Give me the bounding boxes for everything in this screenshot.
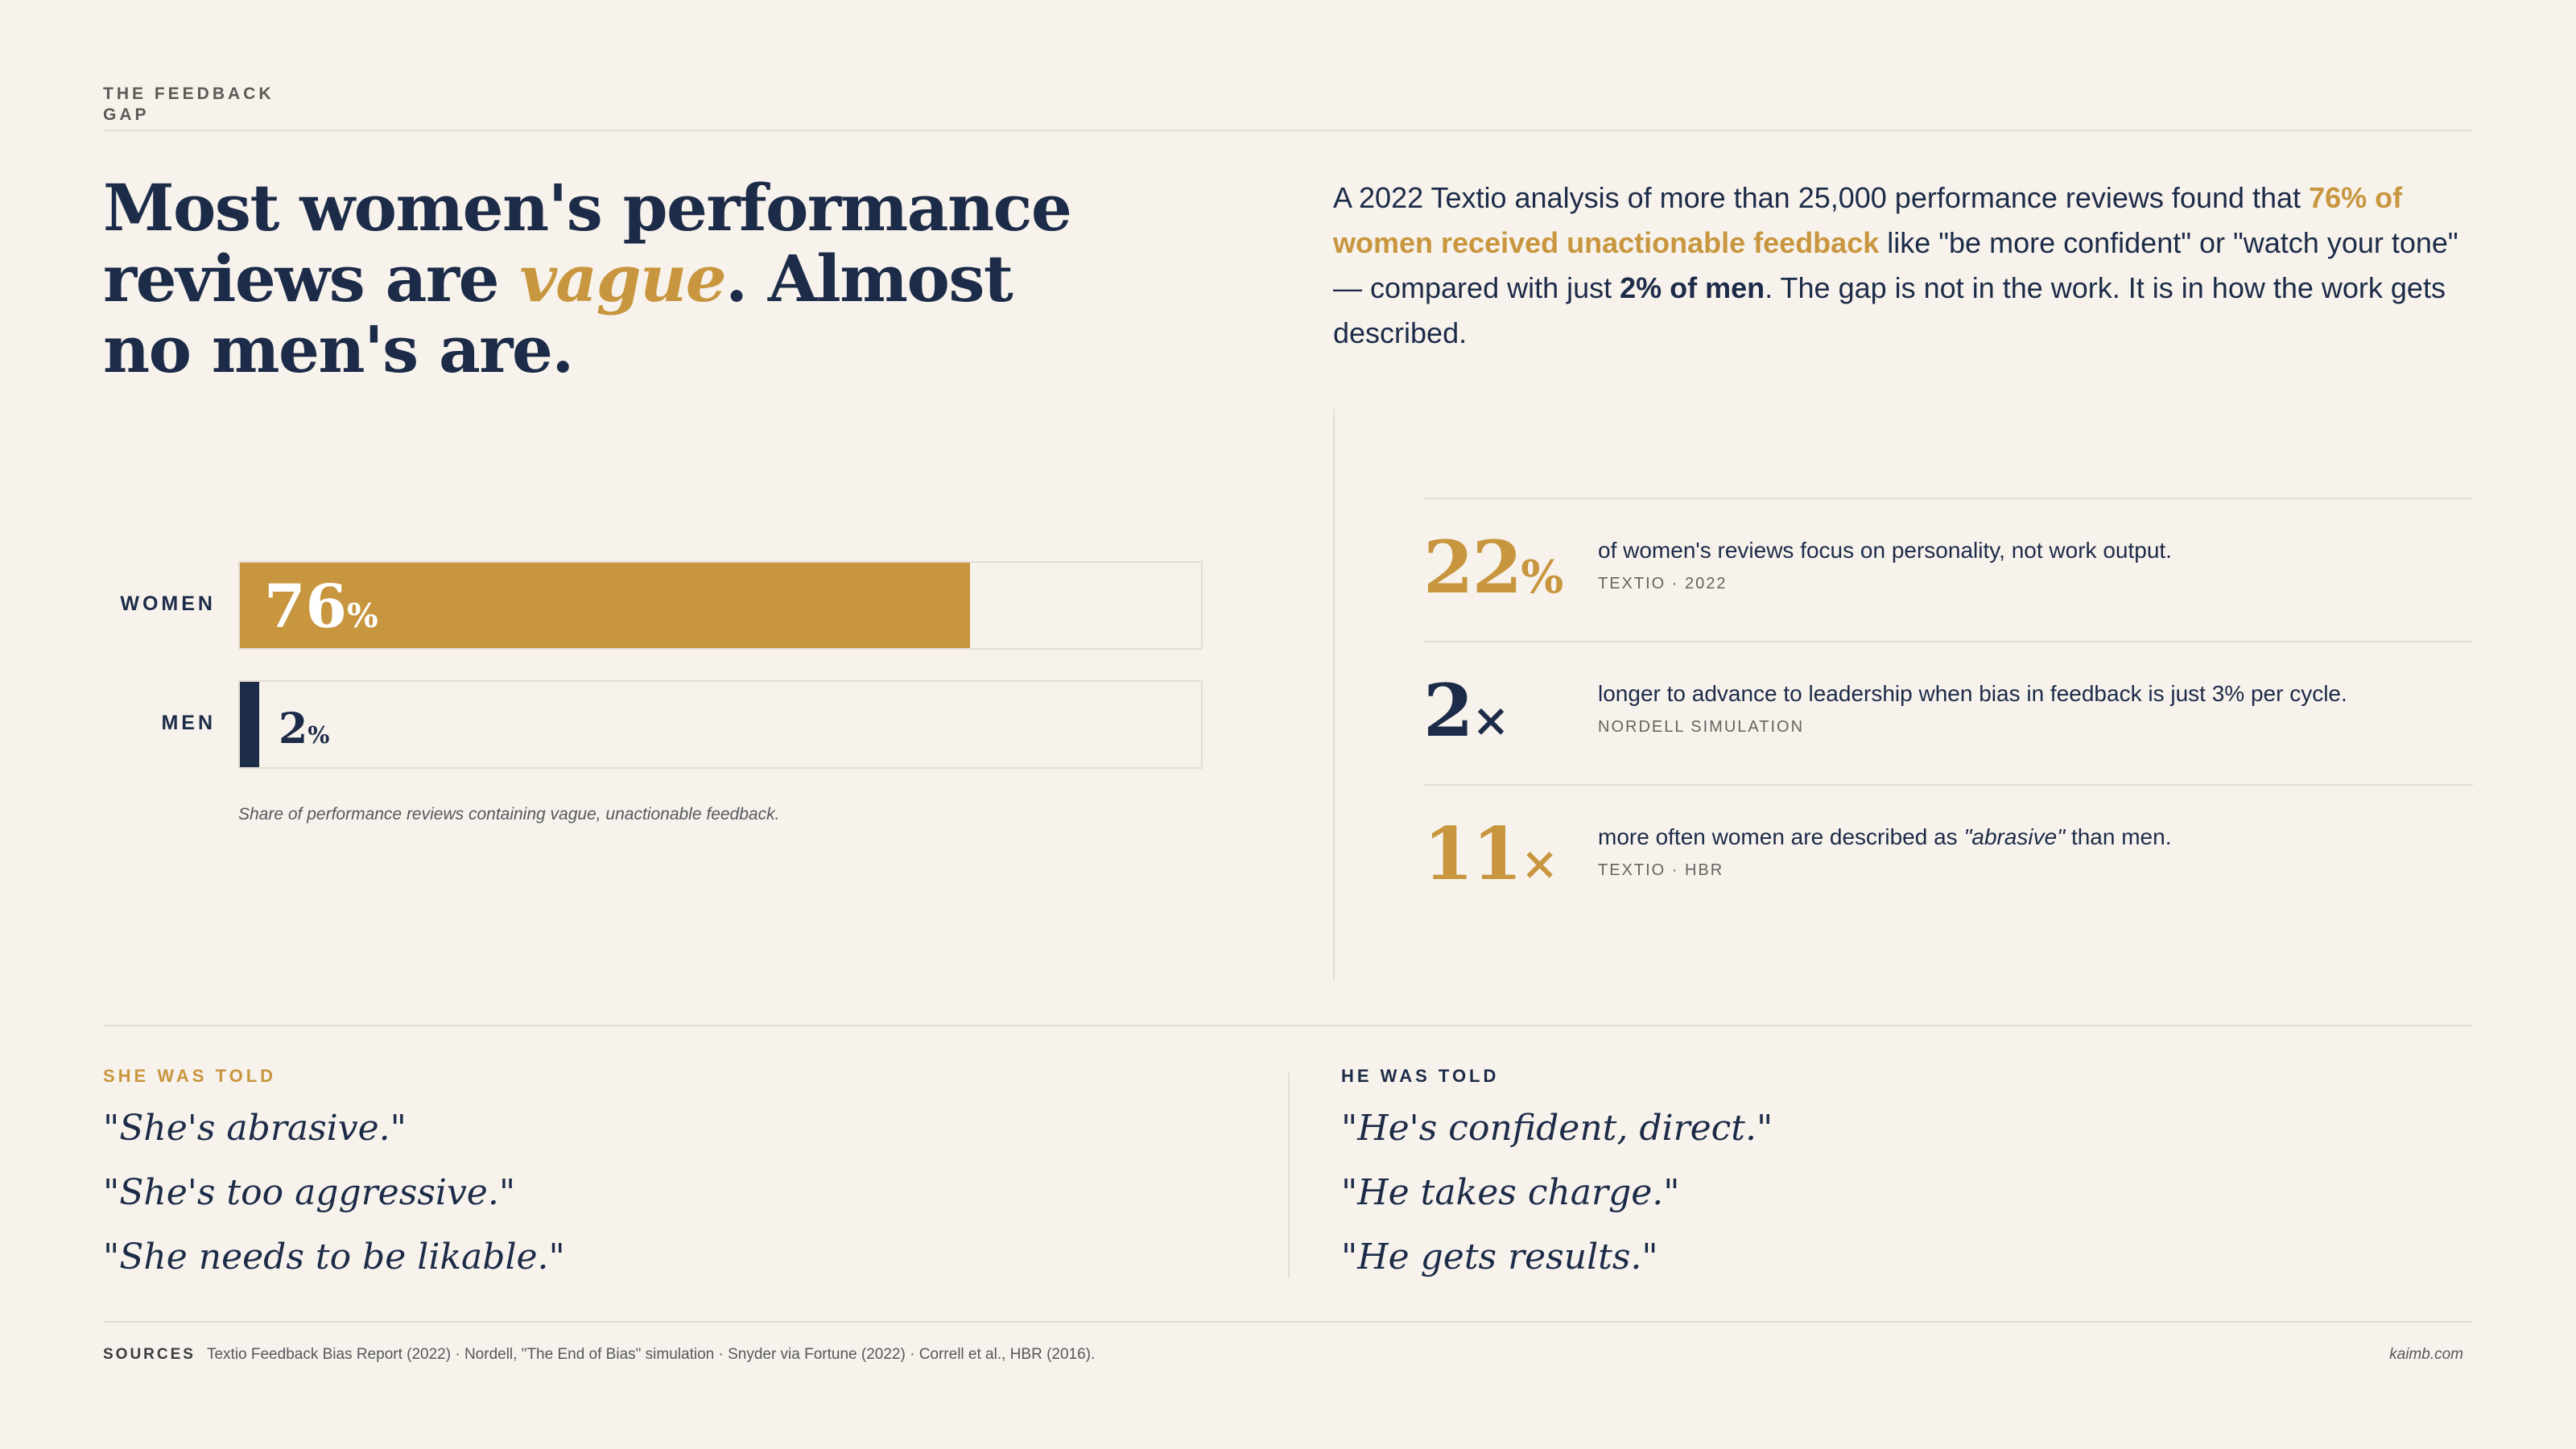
bar-women: [240, 563, 971, 648]
bar-track-women: 76%: [238, 561, 1203, 650]
stat-source: TEXTIO · 2022: [1598, 575, 1728, 592]
she-heading: SHE WAS TOLD: [103, 1066, 277, 1086]
stats-vertical-divider: [1333, 409, 1335, 980]
intro-p1: A 2022 Textio analysis of more than 25,0…: [1333, 181, 2310, 214]
sources-label: SOURCES: [103, 1346, 196, 1363]
footer-divider: [103, 1321, 2473, 1323]
stats-divider: [1423, 641, 2473, 642]
stat-number-value: 2: [1423, 668, 1474, 753]
stat-number: 11×: [1423, 818, 1584, 901]
he-heading: HE WAS TOLD: [1341, 1066, 1500, 1086]
bar-value-men: 2%: [279, 704, 329, 753]
bar-track-men: 2%: [238, 680, 1203, 769]
stat-source: TEXTIO · HBR: [1598, 861, 1724, 879]
intro-p2: like "be more confident" or "watch your …: [1333, 226, 2458, 304]
top-divider: [103, 130, 2473, 131]
intro-paragraph: A 2022 Textio analysis of more than 25,0…: [1333, 175, 2476, 356]
chart-caption: Share of performance reviews containing …: [238, 805, 780, 824]
stat-number-value: 11: [1423, 811, 1522, 897]
stat-number: 22%: [1423, 531, 1584, 614]
quotes-top-divider: [103, 1025, 2473, 1026]
stats-divider: [1423, 784, 2473, 786]
stat-text: of women's reviews focus on personality,…: [1598, 538, 2172, 563]
headline-accent: vague: [519, 241, 726, 316]
bar-value-women-suffix: %: [346, 597, 378, 635]
bar-men: [240, 682, 259, 767]
quotes-vertical-divider: [1288, 1072, 1290, 1278]
stat-number-unit: %: [1521, 551, 1564, 604]
stat-number-value: 22: [1423, 525, 1522, 610]
sources-text: Textio Feedback Bias Report (2022) · Nor…: [206, 1346, 1096, 1363]
quote-item: "She's too aggressive.": [103, 1172, 516, 1213]
intro-p3: . The gap is not in the work. It is in h…: [1333, 271, 2446, 349]
stat-number: 2×: [1423, 675, 1584, 758]
stat-number-unit: ×: [1521, 838, 1559, 890]
headline-part1: Most women's performance reviews are: [103, 170, 1072, 316]
stat-number-unit: ×: [1472, 695, 1510, 747]
stat-text-after: than men.: [2065, 824, 2172, 849]
intro-highlight: 76% of women received unactionable feedb…: [1333, 181, 2403, 259]
bar-label-women: WOMEN: [120, 592, 216, 615]
sources-line: SOURCES Textio Feedback Bias Report (2022…: [103, 1346, 2277, 1364]
stat-text: longer to advance to leadership when bia…: [1598, 681, 2347, 706]
stat-description: of women's reviews focus on personality,…: [1598, 538, 2483, 564]
intro-bold: 2% of men: [1620, 271, 1765, 304]
site-credit: kaimb.com: [2389, 1346, 2463, 1363]
headline-part2: . Almost no men's are.: [103, 241, 1013, 387]
bar-value-men-number: 2: [279, 704, 308, 753]
stat-description: longer to advance to leadership when bia…: [1598, 681, 2483, 707]
stats-divider: [1423, 497, 2473, 499]
bar-value-women-number: 76: [264, 572, 347, 642]
page-title: Most women's performance reviews are vag…: [103, 172, 1117, 385]
quote-item: "He's confident, direct.": [1341, 1108, 1773, 1149]
stat-source: NORDELL SIMULATION: [1598, 718, 1805, 736]
quote-item: "She's abrasive.": [103, 1108, 407, 1149]
quote-item: "She needs to be likable.": [103, 1236, 565, 1278]
stat-text-emphasis: "abrasive": [1963, 824, 2066, 849]
bar-value-women: 76%: [264, 572, 378, 642]
quote-item: "He takes charge.": [1341, 1172, 1680, 1213]
stat-description: more often women are described as "abras…: [1598, 824, 2483, 850]
bar-value-men-suffix: %: [308, 721, 330, 749]
stat-text: more often women are described as: [1598, 824, 1964, 849]
bar-label-men: MEN: [161, 712, 216, 734]
quote-item: "He gets results.": [1341, 1236, 1658, 1278]
kicker: THE FEEDBACK GAP: [103, 85, 275, 124]
